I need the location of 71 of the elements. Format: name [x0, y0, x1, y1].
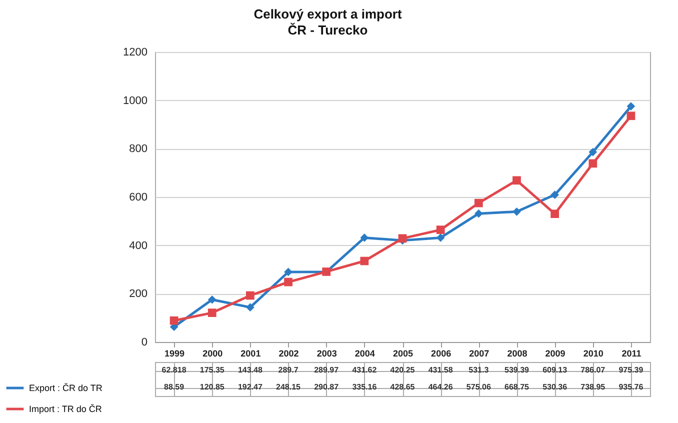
x-tick-label: 2003 [316, 348, 337, 358]
x-tick-label: 1999 [164, 348, 185, 358]
data-label: 531.3 [468, 366, 490, 374]
x-tick-label: 2011 [622, 348, 642, 358]
data-label: 786.07 [580, 366, 606, 374]
y-tick-label: 600 [129, 192, 148, 204]
point [284, 278, 292, 286]
y-tick-label: 1000 [123, 94, 148, 107]
data-label: 431.62 [352, 366, 378, 374]
point [170, 316, 178, 325]
point [474, 198, 483, 208]
data-label: 539.39 [504, 366, 530, 374]
x-tick-label: 2001 [240, 348, 261, 358]
data-label: 120.85 [200, 382, 225, 392]
y-tick-label: 1200 [123, 46, 148, 58]
point [626, 112, 636, 120]
data-label: 668.75 [504, 382, 530, 392]
data-label: 975.39 [618, 366, 644, 374]
data-label: 175.35 [200, 366, 225, 374]
point [512, 176, 521, 185]
data-label: 738.95 [580, 382, 606, 392]
x-tick-label: 2004 [354, 348, 375, 358]
point [550, 210, 559, 218]
data-label: 464.26 [428, 382, 454, 392]
data-label: 88.59 [164, 382, 185, 392]
point [626, 102, 636, 110]
data-label: 575.06 [466, 382, 492, 392]
point [474, 209, 483, 218]
point [208, 308, 216, 317]
data-label: 530.36 [542, 382, 568, 392]
chart-subtitle: ČR - Turecko [288, 22, 368, 38]
point [436, 234, 445, 242]
legend-label: Import : TR do ČR [29, 404, 102, 414]
data-label: 143.48 [238, 366, 263, 374]
point [246, 291, 254, 300]
point [512, 207, 521, 216]
data-label: 935.76 [618, 382, 644, 392]
data-label: 420.25 [390, 366, 416, 374]
data-label: 609.13 [542, 366, 568, 374]
x-tick-label: 2005 [392, 348, 414, 358]
y-tick-label: 0 [141, 336, 148, 348]
y-tick-label: 400 [129, 240, 148, 252]
point [208, 295, 216, 304]
x-tick-label: 2006 [431, 348, 452, 358]
y-tick-label: 800 [129, 143, 148, 156]
point [588, 148, 598, 156]
point [436, 226, 445, 234]
point [284, 268, 292, 276]
data-label: 428.65 [390, 382, 416, 392]
x-tick-label: 2000 [202, 348, 223, 358]
x-tick-label: 2002 [278, 348, 299, 358]
x-tick-label: 2010 [583, 348, 604, 358]
point [360, 256, 369, 266]
data-label: 248.15 [276, 382, 302, 392]
x-tick-label: 2009 [545, 348, 566, 358]
data-label: 192.47 [238, 382, 263, 392]
data-label: 335.16 [352, 382, 378, 392]
point [246, 303, 254, 312]
x-tick-label: 2008 [507, 348, 528, 358]
data-label: 289.97 [314, 366, 340, 374]
data-label: 290.87 [314, 382, 340, 392]
point [550, 190, 559, 199]
y-tick-label: 200 [129, 288, 148, 300]
data-label: 431.58 [428, 366, 454, 374]
legend-label: Export : ČR do TR [29, 383, 103, 393]
data-label: 289.7 [278, 366, 299, 374]
data-label: 62.818 [162, 366, 187, 374]
x-tick-label: 2007 [469, 348, 490, 358]
chart-title: Celkový export a import [254, 6, 402, 22]
point [360, 234, 369, 242]
point [588, 159, 598, 168]
